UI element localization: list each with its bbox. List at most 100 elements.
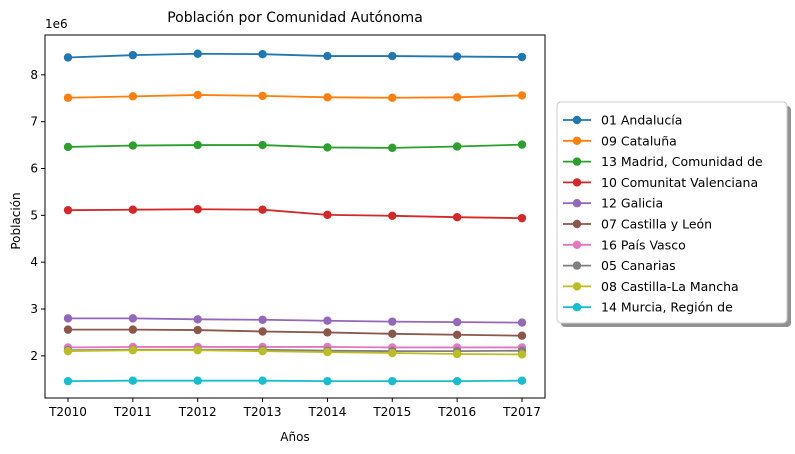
data-point	[258, 140, 267, 150]
data-point	[63, 142, 73, 152]
legend-label: 07 Castilla y León	[601, 217, 712, 232]
legend-label: 10 Comunitat Valenciana	[601, 175, 758, 190]
x-tick-label: T2017	[502, 405, 541, 419]
series-line	[68, 328, 523, 337]
x-tick-label: T2011	[113, 405, 152, 419]
data-point	[388, 348, 397, 358]
legend-frame	[556, 101, 788, 324]
legend-swatch-marker	[572, 219, 582, 229]
y-tick-label: 2	[30, 349, 38, 363]
data-point	[517, 91, 527, 100]
legend-label: 13 Madrid, Comunidad de	[601, 154, 763, 169]
legend-swatch-marker	[572, 261, 582, 270]
legend-swatch-marker	[572, 115, 582, 125]
data-point	[517, 52, 527, 62]
data-point	[388, 329, 397, 339]
data-point	[452, 93, 462, 102]
data-point	[258, 327, 267, 336]
data-point	[517, 350, 527, 359]
y-axis-label: Población	[9, 192, 23, 249]
data-point	[258, 376, 267, 385]
x-tick-label: T2016	[437, 405, 476, 419]
y-tick-label: 6	[30, 161, 38, 175]
data-point	[193, 325, 202, 335]
series-line	[67, 349, 523, 356]
data-point	[193, 90, 202, 100]
legend-swatch-marker	[572, 282, 582, 291]
data-point	[193, 140, 202, 150]
series-line	[67, 94, 523, 99]
chart-title: Población por Comunidad Autónoma	[167, 10, 423, 26]
legend-swatch-marker	[572, 136, 582, 145]
x-axis-label: Años	[280, 430, 309, 444]
data-point	[388, 143, 397, 153]
data-point	[128, 141, 138, 150]
data-point	[128, 50, 138, 60]
data-point	[258, 315, 267, 324]
data-point	[258, 205, 267, 214]
y-tick-label: 7	[30, 115, 38, 129]
data-point	[63, 205, 73, 215]
data-point	[388, 51, 397, 61]
plot-area	[63, 49, 527, 386]
data-point	[517, 213, 527, 223]
y-offset-label: 1e6	[45, 17, 68, 31]
data-point	[452, 376, 462, 386]
data-point	[323, 347, 332, 357]
data-point	[323, 316, 332, 325]
data-point	[452, 349, 462, 359]
data-point	[63, 376, 73, 386]
data-point	[323, 93, 332, 102]
legend-swatch-marker	[572, 178, 582, 187]
data-point	[193, 315, 202, 324]
data-point	[63, 346, 73, 356]
legend-label: 08 Castilla-La Mancha	[601, 279, 739, 294]
y-tick-label: 5	[30, 208, 38, 222]
data-point	[258, 91, 267, 101]
y-tick-label: 4	[30, 255, 38, 269]
data-point	[63, 53, 73, 62]
data-point	[63, 314, 73, 323]
data-point	[517, 331, 527, 340]
data-point	[388, 317, 397, 326]
x-tick-label: T2014	[307, 405, 346, 419]
x-tick-label: T2012	[178, 405, 217, 419]
data-point	[452, 142, 462, 151]
legend-swatch-marker	[572, 157, 582, 166]
data-point	[63, 93, 73, 102]
data-point	[452, 317, 462, 327]
data-point	[128, 376, 138, 385]
legend-label: 05 Canarias	[601, 258, 676, 273]
data-point	[452, 52, 462, 61]
data-point	[128, 346, 138, 355]
axes-frame	[44, 34, 546, 399]
legend-label: 01 Andalucía	[601, 113, 682, 128]
data-point	[128, 205, 138, 214]
x-tick-label: T2013	[243, 405, 282, 419]
data-point	[258, 50, 267, 59]
data-point	[128, 325, 138, 334]
data-point	[323, 328, 332, 337]
data-point	[128, 314, 138, 323]
legend-label: 14 Murcia, Región de	[601, 300, 733, 315]
data-point	[452, 213, 462, 222]
data-point	[323, 210, 332, 220]
data-point	[388, 376, 397, 386]
legend-swatch-marker	[572, 199, 582, 208]
series-line	[67, 52, 523, 59]
data-point	[128, 92, 138, 101]
y-axis: 2 3 4 5 6 7 8	[30, 68, 45, 363]
series-line	[67, 208, 523, 220]
series-line	[67, 143, 523, 149]
data-point	[323, 376, 332, 386]
x-axis: T2010 T2011 T2012 T2013 T2014 T2015 T2016 T2017	[48, 398, 541, 419]
y-tick-label: 3	[30, 302, 38, 316]
data-point	[452, 330, 462, 339]
data-point	[388, 93, 397, 102]
y-tick-label: 8	[30, 68, 38, 82]
data-point	[193, 205, 202, 214]
data-point	[323, 51, 332, 61]
legend-swatch-marker	[572, 240, 582, 249]
legend-label: 16 País Vasco	[601, 237, 686, 252]
